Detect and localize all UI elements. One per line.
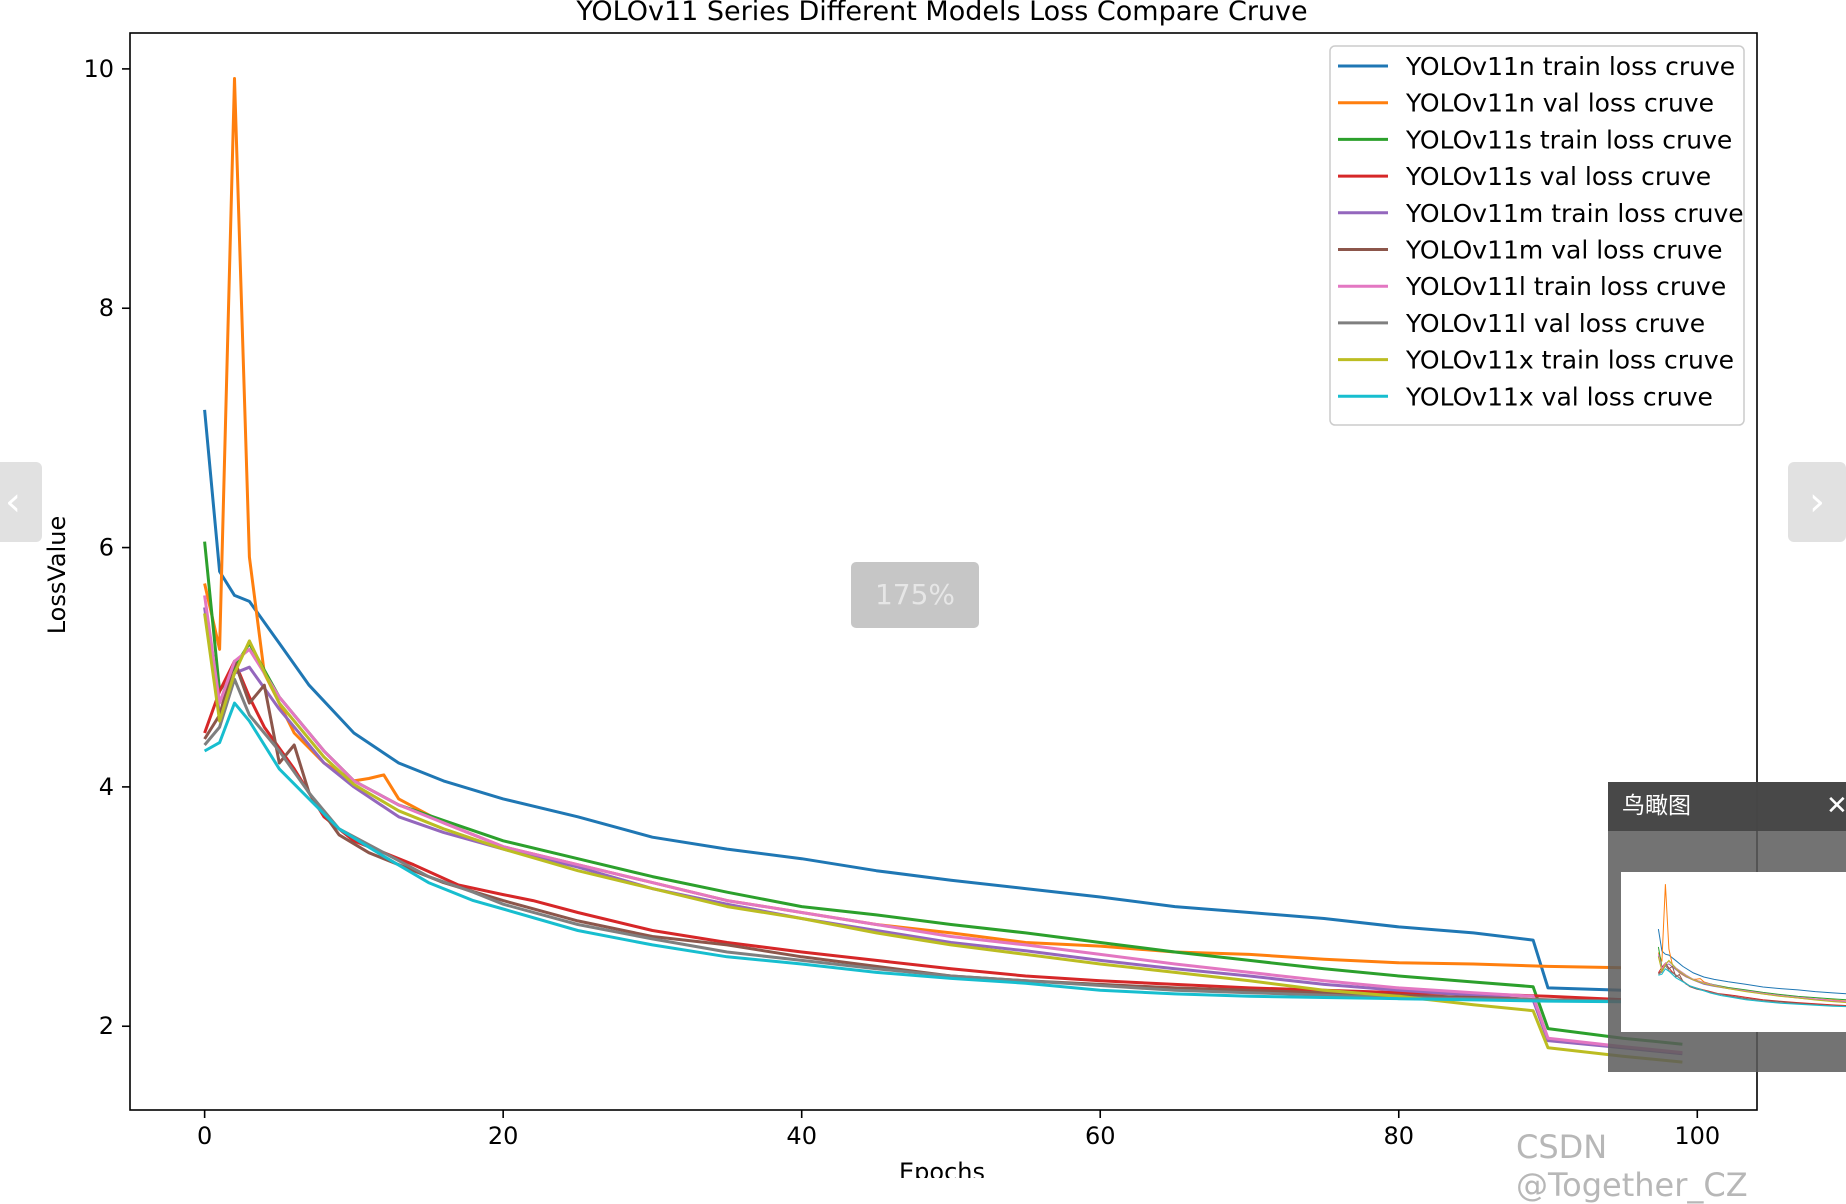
legend-entry: YOLOv11l val loss cruve — [1405, 309, 1705, 338]
series-line-5 — [203, 659, 1683, 1004]
thumb-series-line-7 — [1658, 964, 1846, 1007]
thumb-series-line-4 — [1657, 955, 1846, 1003]
legend-entry: YOLOv11x val loss cruve — [1405, 382, 1713, 411]
legend-entry: YOLOv11s val loss cruve — [1405, 162, 1711, 191]
thumb-series-line-8 — [1657, 956, 1846, 1004]
close-icon[interactable]: ✕ — [1826, 791, 1846, 821]
x-tick-label: 40 — [786, 1122, 817, 1150]
y-tick-label: 4 — [99, 773, 114, 801]
thumb-series-line-3 — [1657, 962, 1846, 1007]
y-tick-label: 6 — [99, 534, 114, 562]
x-tick-label: 20 — [488, 1122, 519, 1150]
legend-entry: YOLOv11m train loss cruve — [1405, 199, 1744, 228]
x-tick-label: 60 — [1085, 1122, 1116, 1150]
legend-entry: YOLOv11l train loss cruve — [1405, 272, 1726, 301]
loss-chart: 0 20 40 60 80 100 2 4 6 8 10 YOLOv11n train loss c… — [43, 0, 1758, 1178]
series-line-7 — [203, 677, 1683, 1004]
legend-entry: YOLOv11s train loss cruve — [1405, 125, 1732, 154]
previous-image-button[interactable]: ‹ — [0, 462, 42, 542]
series-line-6 — [203, 595, 1683, 1055]
legend-entry: YOLOv11n train loss cruve — [1405, 52, 1735, 81]
x-tick-label: 80 — [1383, 1122, 1414, 1150]
birdview-title: 鸟瞰图 — [1622, 793, 1691, 819]
birdview-thumbnail[interactable] — [1621, 872, 1846, 1032]
birdview-panel: 鸟瞰图 ✕ — [1608, 782, 1846, 1072]
series-line-9 — [203, 701, 1683, 1004]
thumb-series-line-5 — [1658, 962, 1846, 1007]
y-tick-label: 8 — [99, 294, 114, 322]
y-tick-label: 2 — [99, 1012, 114, 1040]
next-image-button[interactable]: › — [1788, 462, 1846, 542]
thumb-series-line-6 — [1657, 954, 1846, 1002]
plot-frame — [129, 32, 1758, 1111]
y-tick-label: 10 — [83, 55, 114, 83]
x-axis-label: Epochs — [899, 1158, 985, 1178]
thumb-series-line-1 — [1657, 884, 1846, 1002]
chevron-right-icon: › — [1809, 479, 1825, 525]
thumb-series-line-9 — [1658, 968, 1846, 1008]
legend-entry: YOLOv11m val loss cruve — [1405, 236, 1723, 265]
birdview-header: 鸟瞰图 ✕ — [1608, 782, 1846, 831]
series-line-8 — [203, 613, 1683, 1064]
thumb-series-line-0 — [1657, 929, 1846, 995]
series-line-0 — [203, 409, 1683, 995]
chart-title: YOLOv11 Series Different Models Loss Com… — [575, 0, 1307, 27]
watermark-text: CSDN @Together_CZ — [1516, 1128, 1748, 1204]
chevron-left-icon: ‹ — [5, 479, 21, 525]
legend-box — [1329, 45, 1745, 426]
x-tick-label: 0 — [197, 1122, 212, 1150]
y-axis-label: LossValue — [43, 516, 71, 635]
legend-entry: YOLOv11n val loss cruve — [1405, 89, 1714, 118]
x-tick-label: 100 — [1674, 1122, 1720, 1150]
legend-entry: YOLOv11x train loss cruve — [1405, 346, 1734, 375]
series-line-3 — [203, 659, 1683, 1004]
zoom-level-badge: 175% — [851, 562, 979, 628]
